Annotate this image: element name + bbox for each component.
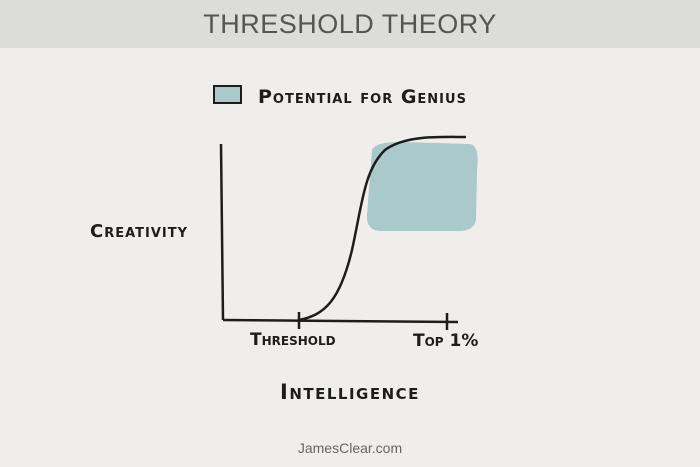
x-axis [222,318,459,324]
x-tick-threshold: Threshold [250,330,336,350]
footer-credit: JamesClear.com [297,440,403,456]
legend-label: Potential for Genius [258,86,467,108]
x-tick-top: Top 1% [413,331,478,351]
x-axis-label: Intelligence [280,380,420,404]
y-axis [219,143,225,321]
legend-swatch [213,85,242,104]
header-bar: THRESHOLD THEORY [0,0,700,48]
y-axis-label: Creativity [90,221,188,242]
page-title: THRESHOLD THEORY [203,8,497,39]
creativity-curve [298,135,467,322]
genius-region [366,142,478,232]
